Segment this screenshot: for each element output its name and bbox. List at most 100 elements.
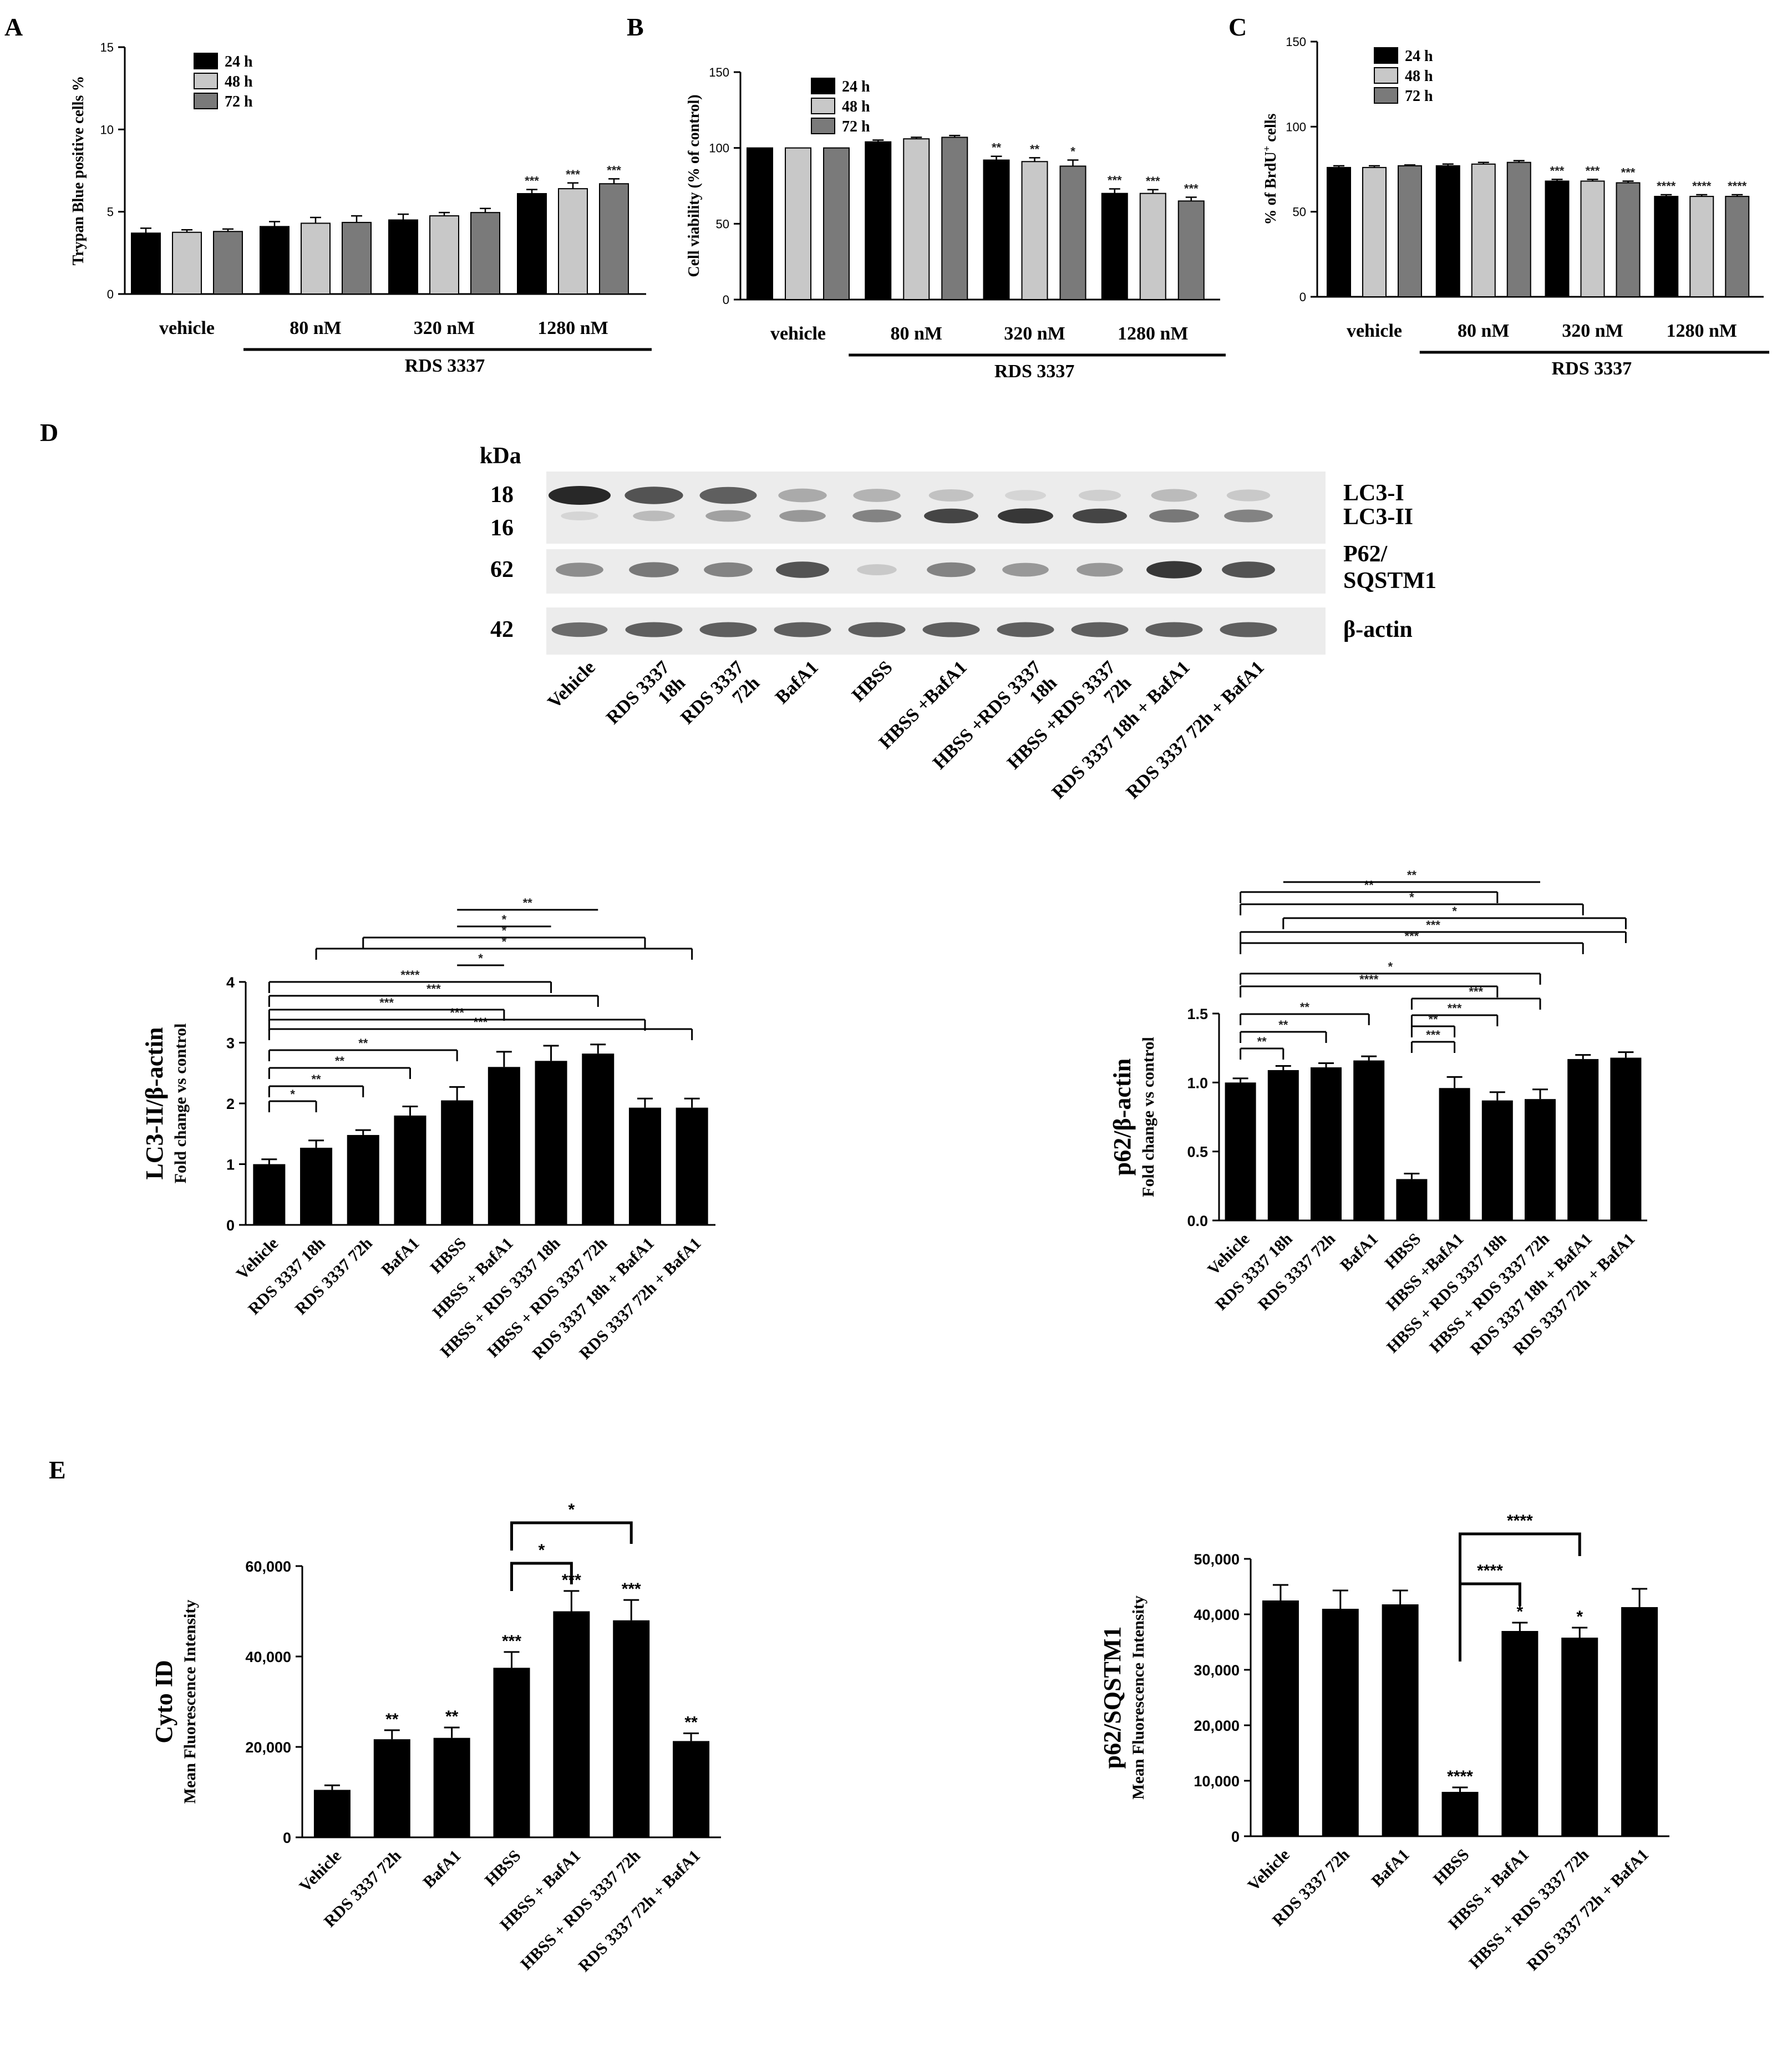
band-actin — [997, 622, 1054, 637]
band-actin — [922, 622, 980, 637]
marker-62: 62 — [490, 557, 514, 582]
significance-bracket — [510, 1521, 633, 1551]
y-tick-label: 150 — [709, 65, 729, 79]
bar — [1689, 196, 1714, 298]
bracket-label: *** — [1448, 1001, 1462, 1015]
bar — [676, 1107, 708, 1225]
bar — [1441, 1792, 1479, 1836]
category-label: 1280 nM — [1667, 321, 1738, 341]
legend-label: 72 h — [842, 118, 870, 135]
category-label: BafA1 — [420, 1847, 465, 1892]
significance-stars: *** — [1184, 182, 1199, 196]
category-label-group: HBSS — [1430, 1846, 1473, 1889]
significance-stars: **** — [1447, 1767, 1473, 1786]
bar — [1059, 165, 1086, 301]
category-label: 80 nM — [891, 323, 943, 344]
bar — [535, 1061, 567, 1225]
category-label: vehicle — [159, 318, 215, 338]
category-label: 1280 nM — [1118, 323, 1189, 344]
band-label-lc3-ii: LC3-II — [1343, 504, 1413, 530]
significance-stars: *** — [525, 174, 539, 188]
band-lc3-ii — [1149, 509, 1199, 523]
category-label-group: HBSS + RDS 3337 72h — [1465, 1845, 1592, 1972]
lane-label: RDS 3337 72h + BafA1 — [1123, 657, 1268, 803]
legend-label: 48 h — [1405, 68, 1433, 85]
bar — [785, 147, 811, 300]
band-actin — [699, 622, 757, 637]
category-label: vehicle — [1347, 321, 1402, 341]
band-actin — [625, 622, 683, 637]
group-label: RDS 3337 — [994, 361, 1075, 382]
bracket-label: * — [290, 1087, 295, 1101]
bar — [1525, 1099, 1556, 1220]
bar — [903, 138, 930, 300]
y-tick-label: 0.5 — [1187, 1144, 1208, 1161]
y-tick-label: 10 — [100, 123, 114, 136]
bar — [470, 212, 500, 295]
y-axis-label-sup: + — [1261, 146, 1272, 151]
category-label: 1280 nM — [537, 318, 608, 338]
significance-stars: **** — [1692, 179, 1712, 193]
bar — [1610, 1057, 1642, 1220]
significance-stars: *** — [622, 1580, 641, 1598]
band-lc3-i — [853, 489, 901, 502]
bracket-label: * — [1409, 890, 1414, 904]
bracket-label: ** — [1300, 1000, 1310, 1014]
significance-stars: *** — [1146, 174, 1160, 188]
y-tick-label: 0 — [1299, 290, 1306, 304]
category-label-group: RDS 3337 72h + BafA1 — [1524, 1846, 1652, 1974]
band-p62 — [857, 564, 897, 575]
bar — [613, 1620, 650, 1837]
bracket-label: **** — [1507, 1512, 1533, 1530]
bar — [582, 1053, 615, 1225]
y-axis-sublabel: Fold change vs control — [171, 1024, 190, 1184]
bracket-label: ** — [311, 1072, 321, 1086]
band-lc3-i — [1151, 489, 1197, 502]
significance-stars: * — [1070, 145, 1075, 159]
bracket-label: ** — [1364, 878, 1374, 892]
band-actin — [551, 622, 608, 637]
bar — [1311, 1067, 1342, 1220]
significance-stars: ** — [684, 1714, 698, 1732]
band-label-actin: β-actin — [1343, 617, 1413, 642]
category-label: 320 nM — [1004, 323, 1065, 344]
y-axis-label: % of BrdU+ cells — [1261, 113, 1280, 225]
band-lc3-i — [928, 489, 974, 502]
lane-label: HBSS — [848, 657, 897, 706]
chart-D-p62: 0.0 0.5 1.0 1.5 p62/β-actin Fold change vs co… — [1109, 868, 1647, 1359]
legend-label: 24 h — [225, 53, 253, 70]
band-p62 — [776, 561, 829, 578]
bar — [1101, 192, 1128, 300]
category-label-group: HBSS + RDS 3337 72h — [517, 1846, 644, 1973]
bar — [628, 1107, 661, 1225]
category-label-group: RDS 3337 72h + BafA1 — [575, 1847, 704, 1975]
bar — [1322, 1609, 1359, 1836]
band-p62 — [1146, 561, 1202, 579]
chart-A: 0 5 10 15 Trypan Blue positive cells % vehicl… — [70, 40, 652, 376]
significance-stars: *** — [1621, 165, 1636, 179]
category-label-group: HBSS + BafA1 — [429, 1234, 517, 1322]
significance-stars: **** — [1728, 179, 1747, 193]
y-tick-label: 2 — [226, 1096, 235, 1112]
bracket-label: *** — [427, 982, 441, 996]
bracket-label: **** — [1477, 1562, 1503, 1580]
bar — [865, 141, 892, 300]
bar — [1353, 1060, 1385, 1220]
bar — [1471, 163, 1496, 297]
bar — [488, 1067, 520, 1225]
y-tick-label: 0 — [226, 1217, 235, 1234]
y-tick-label: 1 — [226, 1157, 235, 1173]
category-label: HBSS — [481, 1847, 525, 1890]
bracket-label: * — [478, 951, 483, 965]
significance-stars: ** — [992, 141, 1002, 155]
significance-stars: *** — [1108, 173, 1122, 187]
bracket-label: * — [502, 935, 507, 949]
band-actin — [1071, 622, 1129, 637]
bar — [172, 231, 202, 295]
bar — [1177, 200, 1205, 301]
category-label-group: HBSS — [427, 1234, 470, 1278]
bracket-label: *** — [1469, 985, 1483, 999]
band-label-p62: P62/ — [1343, 541, 1388, 567]
